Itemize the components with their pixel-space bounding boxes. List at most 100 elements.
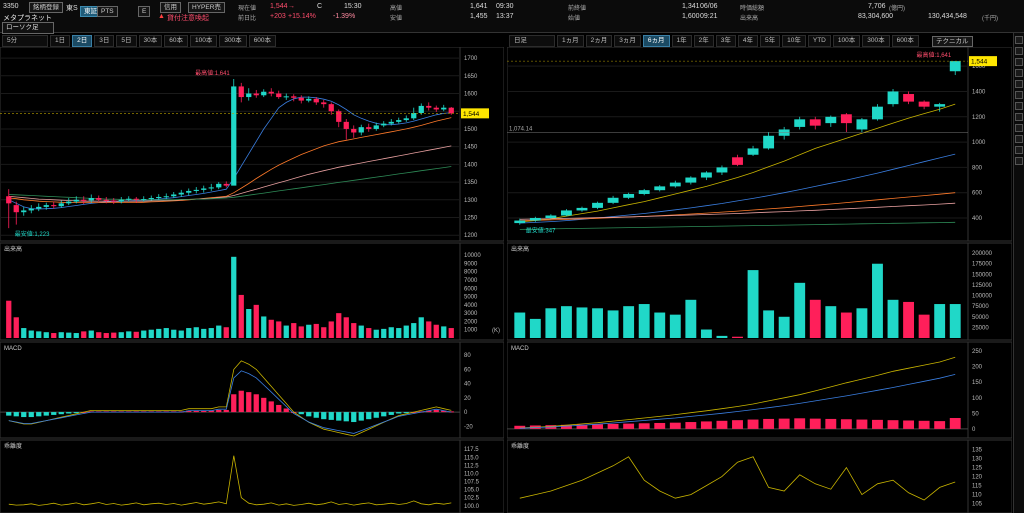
right-range-6[interactable]: 3年 bbox=[715, 35, 736, 47]
tool-icon[interactable] bbox=[1015, 102, 1023, 110]
tool-icon[interactable] bbox=[1015, 47, 1023, 55]
volume-bar bbox=[747, 270, 759, 338]
candle bbox=[171, 194, 177, 197]
volume-bar bbox=[328, 321, 334, 338]
turnover-unit: (千円) bbox=[982, 16, 998, 22]
left-chart[interactable]: 1700165016001550150014501400135013001250… bbox=[0, 47, 504, 513]
left-range-0[interactable]: 1日 bbox=[50, 35, 71, 47]
right-range-5[interactable]: 2年 bbox=[693, 35, 714, 47]
volume-bar bbox=[126, 331, 132, 338]
candle bbox=[156, 196, 162, 199]
left-range-5[interactable]: 60本 bbox=[164, 35, 188, 47]
volume-tick: 2000 bbox=[464, 319, 478, 325]
left-range-8[interactable]: 600本 bbox=[248, 35, 277, 47]
turnover-value: 130,434,548 bbox=[928, 13, 967, 20]
macd-tick: 0 bbox=[464, 410, 468, 416]
volume-bar bbox=[840, 312, 852, 338]
left-range-3[interactable]: 5日 bbox=[116, 35, 137, 47]
volume-bar bbox=[51, 333, 57, 338]
volume-bar bbox=[700, 329, 712, 338]
left-range-1[interactable]: 2日 bbox=[72, 35, 93, 47]
volume-bar bbox=[685, 299, 697, 338]
macd-bar bbox=[216, 409, 222, 413]
volume-bar bbox=[426, 321, 432, 338]
right-range-3[interactable]: 6ヵ月 bbox=[642, 35, 670, 47]
prev-pct: +15.14% bbox=[288, 13, 316, 20]
candle bbox=[825, 116, 837, 124]
tool-icon[interactable] bbox=[1015, 146, 1023, 154]
candle bbox=[6, 196, 12, 204]
candle bbox=[81, 199, 87, 201]
pane-frame bbox=[0, 341, 504, 439]
right-range-12[interactable]: 300本 bbox=[862, 35, 890, 47]
right-range-13[interactable]: 600本 bbox=[891, 35, 919, 47]
left-range-2[interactable]: 3日 bbox=[94, 35, 115, 47]
right-interval-select[interactable]: 日足 bbox=[509, 35, 555, 47]
right-range-10[interactable]: YTD bbox=[807, 35, 831, 47]
stock-name: メタプラネット bbox=[3, 15, 52, 22]
volume-bar bbox=[934, 304, 946, 338]
chart-type-select[interactable]: ローソク足 bbox=[2, 22, 54, 34]
e-icon[interactable]: E bbox=[138, 6, 151, 17]
tab-pts[interactable]: PTS bbox=[97, 6, 118, 17]
macd-bar bbox=[441, 410, 447, 413]
volume-bar bbox=[418, 317, 424, 338]
tool-icon[interactable] bbox=[1015, 36, 1023, 44]
div-tick: 100.0 bbox=[464, 504, 480, 510]
mcap-label: 時価総額 bbox=[740, 6, 765, 12]
moving-average-ma2 bbox=[8, 117, 452, 203]
macd-bar bbox=[607, 423, 619, 429]
macd-signal-line bbox=[8, 370, 452, 434]
volume-tick: 1000 bbox=[464, 328, 478, 334]
macd-bar bbox=[388, 412, 394, 415]
right-range-4[interactable]: 1年 bbox=[671, 35, 692, 47]
candle bbox=[321, 102, 327, 105]
tool-icon[interactable] bbox=[1015, 80, 1023, 88]
register-button[interactable]: 銘柄登録 bbox=[29, 2, 63, 13]
div-tick: 117.5 bbox=[464, 447, 479, 453]
right-range-9[interactable]: 10年 bbox=[782, 35, 806, 47]
left-interval-select[interactable]: 5分 bbox=[2, 35, 48, 47]
shinyo-button[interactable]: 信用 bbox=[160, 2, 181, 13]
candle bbox=[73, 199, 79, 202]
tool-icon[interactable] bbox=[1015, 157, 1023, 165]
left-range-7[interactable]: 300本 bbox=[219, 35, 247, 47]
macd-bar bbox=[623, 423, 635, 429]
right-range-7[interactable]: 4年 bbox=[737, 35, 758, 47]
volume-bar bbox=[336, 313, 342, 338]
tool-icon[interactable] bbox=[1015, 58, 1023, 66]
technical-button[interactable]: テクニカル bbox=[932, 36, 973, 47]
tool-icon[interactable] bbox=[1015, 69, 1023, 77]
hyper-sell-button[interactable]: HYPER売 bbox=[188, 2, 225, 13]
volume-bar bbox=[111, 332, 117, 338]
left-range-6[interactable]: 100本 bbox=[189, 35, 218, 47]
tool-icon[interactable] bbox=[1015, 124, 1023, 132]
high-annotation: 最高値:1,641 bbox=[917, 51, 952, 59]
right-range-1[interactable]: 2ヵ月 bbox=[585, 35, 613, 47]
current-arrow: → bbox=[288, 3, 295, 10]
prev-diff-label: 前日比 bbox=[238, 16, 257, 22]
macd-bar bbox=[669, 422, 681, 429]
volume-tick: 125000 bbox=[972, 283, 993, 289]
volume-tick: 10000 bbox=[464, 253, 481, 259]
tool-icon[interactable] bbox=[1015, 135, 1023, 143]
candle bbox=[141, 199, 147, 201]
macd-bar bbox=[81, 412, 87, 414]
tool-icon[interactable] bbox=[1015, 91, 1023, 99]
macd-bar bbox=[747, 419, 759, 429]
right-range-11[interactable]: 100本 bbox=[832, 35, 861, 47]
right-range-0[interactable]: 1ヵ月 bbox=[557, 35, 584, 47]
left-range-4[interactable]: 30本 bbox=[138, 35, 163, 47]
volume-bar bbox=[732, 336, 743, 338]
warning-icon: ▲ bbox=[158, 13, 165, 20]
macd-bar bbox=[685, 422, 697, 429]
right-range-8[interactable]: 5年 bbox=[760, 35, 781, 47]
right-range-2[interactable]: 3ヵ月 bbox=[614, 35, 641, 47]
low-time: 13:37 bbox=[496, 13, 514, 20]
macd-title: MACD bbox=[4, 346, 22, 352]
right-chart[interactable]: 16001400120010008006004001,544最高値:1,641最… bbox=[507, 47, 1012, 513]
tool-icon[interactable] bbox=[1015, 113, 1023, 121]
macd-bar bbox=[321, 412, 327, 420]
candle bbox=[306, 98, 312, 101]
candle bbox=[403, 118, 409, 121]
